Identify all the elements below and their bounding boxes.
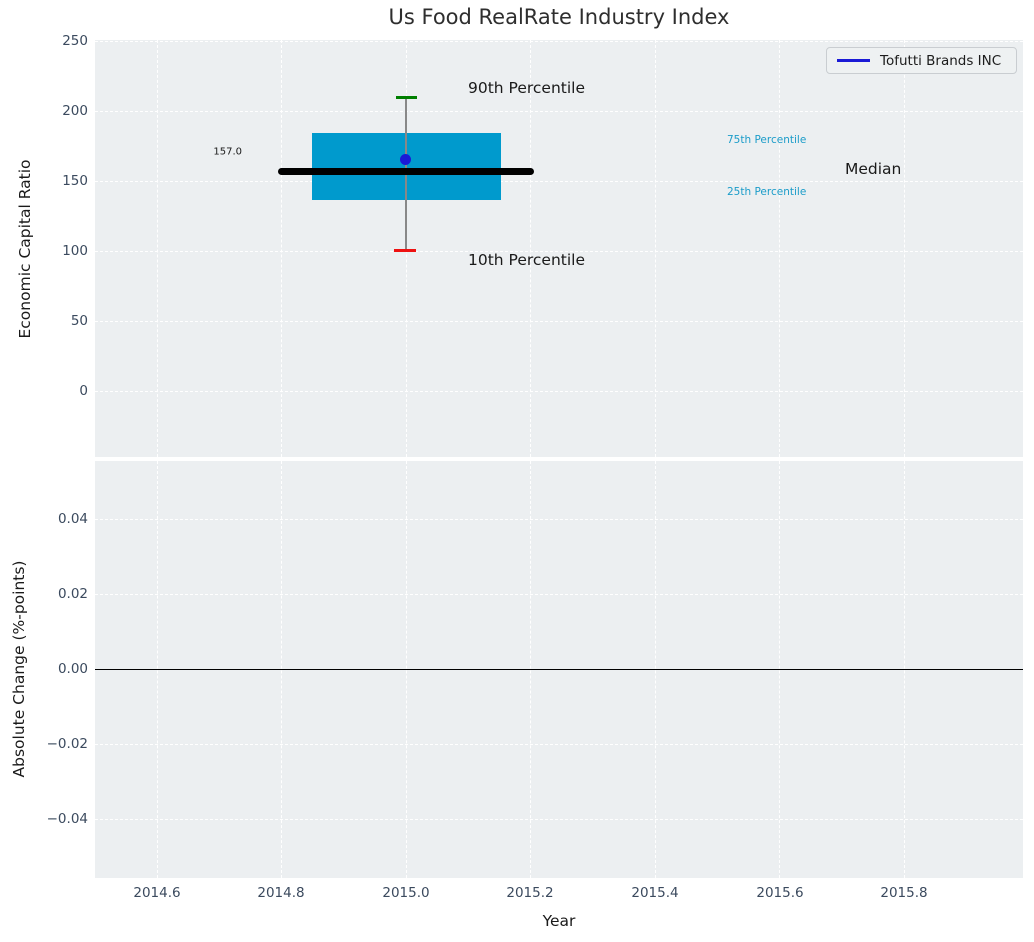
gridline-v (779, 40, 780, 457)
annotation-25th-percentile: 25th Percentile (727, 185, 807, 198)
ytick-bottom: −0.02 (46, 736, 88, 752)
p10-whisker-cap (394, 248, 416, 252)
gridline-v (281, 40, 282, 457)
xtick: 2015.8 (880, 885, 928, 901)
bottom-plot-area (95, 461, 1023, 878)
ytick-top: 100 (62, 243, 88, 259)
annotation-75th-percentile: 75th Percentile (727, 133, 807, 146)
ytick-top: 150 (62, 173, 88, 189)
gridline-v (904, 40, 905, 457)
zero-change-line (95, 668, 1023, 670)
legend-label: Tofutti Brands INC (880, 52, 1002, 69)
gridline-h (95, 181, 1023, 182)
ytick-bottom: −0.04 (46, 811, 88, 827)
gridline-h (95, 111, 1023, 112)
gridline-h (95, 819, 1023, 820)
gridline-v (157, 40, 158, 457)
p90-whisker-cap (396, 95, 417, 99)
ytick-top: 0 (79, 383, 88, 399)
gridline-v (530, 40, 531, 457)
ytick-top: 250 (62, 33, 88, 49)
gridline-v (655, 40, 656, 457)
ytick-top: 50 (70, 313, 88, 329)
gridline-h (95, 321, 1023, 322)
ytick-bottom: 0.02 (57, 586, 88, 602)
gridline-h (95, 251, 1023, 252)
xtick: 2015.2 (506, 885, 554, 901)
top-y-axis-label: Economic Capital Ratio (16, 159, 34, 339)
median-value-label: 157.0 (213, 146, 242, 157)
bottom-y-axis-label: Absolute Change (%-points) (10, 560, 28, 778)
gridline-h (95, 41, 1023, 42)
annotation-median: Median (845, 160, 902, 178)
gridline-h (95, 744, 1023, 745)
chart-title: Us Food RealRate Industry Index (388, 5, 730, 29)
interquartile-box (312, 133, 501, 200)
annotation-90th-percentile: 90th Percentile (468, 79, 586, 97)
company-value-marker (400, 154, 411, 165)
xtick: 2015.0 (382, 885, 430, 901)
median-line (278, 168, 534, 175)
ytick-top: 200 (62, 103, 88, 119)
top-plot-area (95, 40, 1023, 457)
gridline-h (95, 391, 1023, 392)
x-axis-label: Year (542, 912, 576, 930)
xtick: 2014.6 (133, 885, 181, 901)
xtick: 2015.6 (756, 885, 804, 901)
legend: Tofutti Brands INC (826, 47, 1017, 74)
xtick: 2015.4 (631, 885, 679, 901)
gridline-h (95, 519, 1023, 520)
ytick-bottom: 0.00 (57, 661, 88, 677)
ytick-bottom: 0.04 (57, 511, 88, 527)
legend-line-sample (837, 59, 870, 62)
xtick: 2014.8 (257, 885, 305, 901)
gridline-h (95, 594, 1023, 595)
annotation-10th-percentile: 10th Percentile (468, 251, 586, 269)
